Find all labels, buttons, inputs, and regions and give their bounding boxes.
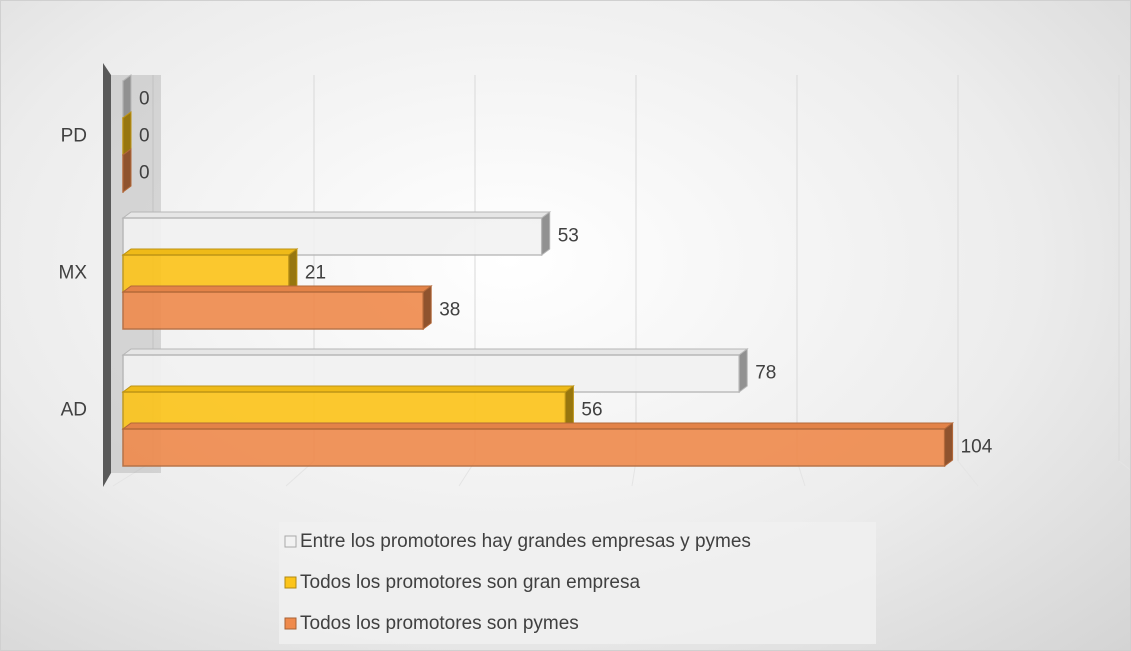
bar-side xyxy=(122,148,132,193)
bar-side xyxy=(944,422,954,467)
bar xyxy=(122,148,132,193)
y-tick-label: MX xyxy=(59,263,88,284)
legend-box xyxy=(279,522,876,644)
legend-label: Todos los promotores son pymes xyxy=(300,613,579,634)
bar-side xyxy=(422,285,432,330)
bar-front xyxy=(122,428,946,467)
bar-top xyxy=(121,385,575,393)
floor-line xyxy=(957,460,979,487)
legend-swatch xyxy=(284,617,297,630)
data-label: 21 xyxy=(305,263,326,284)
floor-line xyxy=(1118,460,1130,471)
bar-top xyxy=(121,248,299,256)
bar-side xyxy=(122,74,132,119)
bar xyxy=(122,74,132,119)
bar xyxy=(122,111,132,156)
bar-top xyxy=(121,348,749,356)
data-label: 104 xyxy=(961,437,993,458)
axis-wall xyxy=(103,63,111,487)
bar-side xyxy=(122,111,132,156)
data-label: 78 xyxy=(755,363,776,384)
data-label: 53 xyxy=(558,226,579,247)
bar-top xyxy=(121,422,955,430)
data-label: 0 xyxy=(139,126,150,147)
legend-swatch xyxy=(284,535,297,548)
legend-swatch xyxy=(284,576,297,589)
bar-side xyxy=(541,211,551,256)
bar-front xyxy=(122,291,424,330)
legend-label: Todos los promotores son gran empresa xyxy=(300,572,640,593)
data-label: 0 xyxy=(139,89,150,110)
bar xyxy=(121,285,433,330)
data-label: 38 xyxy=(439,300,460,321)
legend-label: Entre los promotores hay grandes empresa… xyxy=(300,531,751,552)
bar-top xyxy=(121,211,552,219)
bar-top xyxy=(121,285,433,293)
data-label: 0 xyxy=(139,163,150,184)
bar xyxy=(121,422,955,467)
y-tick-label: PD xyxy=(61,126,87,147)
y-tick-label: AD xyxy=(61,400,87,421)
data-label: 56 xyxy=(581,400,602,421)
bar-side xyxy=(738,348,748,393)
